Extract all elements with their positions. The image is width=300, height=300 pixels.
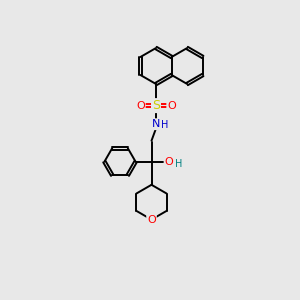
Text: H: H	[176, 159, 183, 169]
Text: O: O	[167, 100, 176, 111]
Text: N: N	[152, 119, 160, 129]
Text: S: S	[152, 99, 160, 112]
Text: H: H	[161, 120, 169, 130]
Text: O: O	[164, 157, 173, 167]
Text: O: O	[136, 100, 145, 111]
Text: O: O	[147, 214, 156, 225]
